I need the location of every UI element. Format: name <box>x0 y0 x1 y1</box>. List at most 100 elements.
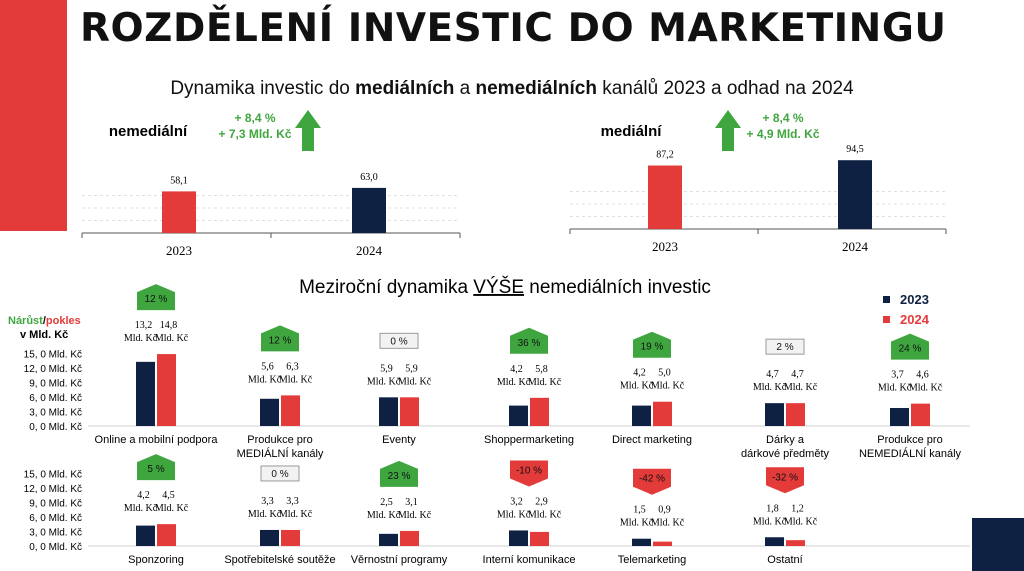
bar-2023-group-9 <box>379 533 398 546</box>
data-label-2023-group-5: 4,7 <box>766 369 779 380</box>
category-label-group-12: Ostatní <box>767 554 802 566</box>
category-label-line-group-1-1: MEDIÁLNÍ kanály <box>237 447 324 460</box>
bar-2024-group-11 <box>653 541 672 546</box>
growth-badge-group-7 <box>137 454 175 481</box>
data-label-2024-group-8: 3,3 <box>286 496 299 507</box>
data-label-2023-group-1: 5,6 <box>261 361 274 372</box>
section-title: Meziroční dynamika VÝŠE nemediálních inv… <box>299 276 711 298</box>
bar-2024-group-9 <box>400 530 419 546</box>
category-label-line-group-1-0: Produkce pro <box>247 434 312 446</box>
data-label-2024-group-5: 4,7 <box>791 369 804 380</box>
growth-badge-group-0 <box>137 284 175 311</box>
y-tick-label-row1-3: 9, 0 Mld. Kč <box>29 379 82 390</box>
data-label-2023-group-4: 4,2 <box>633 368 646 379</box>
neutral-badge-group-5 <box>765 338 805 355</box>
unit-label-2024-group-9: Mld. Kč <box>398 510 432 521</box>
category-label-group-9: Věrnostní programy <box>351 554 448 566</box>
unit-label-2023-group-6: Mld. Kč <box>878 383 912 394</box>
up-arrow-icon-nemedialni <box>295 110 321 151</box>
neutral-badge-group-2 <box>379 332 419 349</box>
legend-swatch-2024 <box>883 316 890 323</box>
bar-2024-group-7 <box>157 524 176 546</box>
category-label-group-0: Online a mobilní podpora <box>95 434 219 446</box>
axis-header-decline: pokles <box>46 315 81 327</box>
data-label-2023-group-7: 4,2 <box>137 490 150 501</box>
bar-2023-group-12 <box>765 537 784 546</box>
unit-label-2024-group-4: Mld. Kč <box>651 381 685 392</box>
unit-label-2023-group-9: Mld. Kč <box>367 510 401 521</box>
category-label-group-4: Direct marketing <box>612 434 692 446</box>
y-tick-label-row2-3: 9, 0 Mld. Kč <box>29 499 82 510</box>
change-label-group-4: 19 % <box>641 342 664 353</box>
legend-swatch-2023 <box>883 296 890 303</box>
growth-badge-group-1 <box>261 325 299 352</box>
y-tick-label-row2-0: 0, 0 Mld. Kč <box>29 542 82 553</box>
category-label-medialni-2024: 2024 <box>842 239 869 254</box>
data-label-medialni-2023: 87,2 <box>656 150 674 161</box>
growth-badge-group-9 <box>380 460 418 487</box>
bar-2023-group-10 <box>509 530 528 546</box>
data-label-2023-group-11: 1,5 <box>633 505 646 516</box>
unit-label-2023-group-3: Mld. Kč <box>497 377 531 388</box>
unit-label-2023-group-11: Mld. Kč <box>620 518 654 529</box>
change-label-group-0: 12 % <box>145 294 168 305</box>
category-label-group-6: Produkce pro NEMEDIÁLNÍ kanály <box>859 434 962 460</box>
axis-header-unit: v Mld. Kč <box>20 329 68 341</box>
data-label-2023-group-6: 3,7 <box>891 370 904 381</box>
bar-2023-group-8 <box>260 529 279 546</box>
panel-label-nemedialni: nemediální <box>109 123 188 140</box>
unit-label-2023-group-2: Mld. Kč <box>367 376 401 387</box>
subtitle-pre: Dynamika investic do <box>170 78 356 99</box>
bar-medialni-2023 <box>648 165 682 229</box>
category-label-group-5: Dárky a dárkové předměty <box>741 434 830 460</box>
red-corner-decoration <box>0 0 67 231</box>
up-arrow-icon-medialni <box>715 110 741 151</box>
category-label-group-1: Produkce pro MEDIÁLNÍ kanály <box>237 434 324 460</box>
category-label-group-10: Interní komunikace <box>483 554 576 566</box>
data-label-2023-group-2: 5,9 <box>380 363 393 374</box>
unit-label-2023-group-7: Mld. Kč <box>124 503 158 514</box>
subtitle-mid: a <box>454 78 476 99</box>
y-tick-label-row1-5: 15, 0 Mld. Kč <box>24 350 82 361</box>
data-label-2024-group-9: 3,1 <box>405 497 418 508</box>
unit-label-2024-group-0: Mld. Kč <box>155 333 189 344</box>
unit-label-2024-group-1: Mld. Kč <box>279 374 313 385</box>
panel-label-medialni: mediální <box>601 123 663 140</box>
data-label-2023-group-9: 2,5 <box>380 497 393 508</box>
bar-2023-group-2 <box>379 397 398 426</box>
change-label-group-5: 2 % <box>776 342 793 353</box>
data-label-2023-group-12: 1,8 <box>766 503 779 514</box>
change-label-group-6: 24 % <box>899 344 922 355</box>
navy-corner-decoration <box>972 518 1024 571</box>
unit-label-2024-group-6: Mld. Kč <box>909 383 943 394</box>
bar-2023-group-4 <box>632 405 651 426</box>
decline-badge-group-12 <box>766 467 804 494</box>
bar-2023-group-7 <box>136 525 155 546</box>
data-label-2024-group-12: 1,2 <box>791 503 804 514</box>
y-tick-label-row1-1: 3, 0 Mld. Kč <box>29 408 82 419</box>
category-label-medialni-2023: 2023 <box>652 239 678 254</box>
data-label-2024-group-11: 0,9 <box>658 505 671 516</box>
unit-label-2024-group-5: Mld. Kč <box>784 382 818 393</box>
bar-2024-group-8 <box>281 529 300 546</box>
data-label-2024-group-10: 2,9 <box>535 496 548 507</box>
bar-nemedialni-2023 <box>162 191 196 233</box>
section-title-post: nemediálních investic <box>524 277 711 298</box>
growth-badge-group-6 <box>891 333 929 360</box>
bar-2023-group-0 <box>136 361 155 426</box>
change-abs-medialni: + 4,9 Mld. Kč <box>746 127 819 141</box>
bar-2023-group-6 <box>890 408 909 426</box>
axis-header-growth-decline: Nárůst/pokles <box>8 315 81 327</box>
category-label-line-group-6-1: NEMEDIÁLNÍ kanály <box>859 447 962 460</box>
growth-badge-group-3 <box>510 327 548 354</box>
y-tick-label-row1-4: 12, 0 Mld. Kč <box>24 364 82 375</box>
bar-2024-group-1 <box>281 395 300 426</box>
data-label-2024-group-7: 4,5 <box>162 490 175 501</box>
data-label-nemedialni-2023: 58,1 <box>170 175 188 186</box>
subtitle-bold-mediální: mediálních <box>355 78 455 99</box>
category-label-line-group-6-0: Produkce pro <box>877 434 942 446</box>
unit-label-2024-group-12: Mld. Kč <box>784 516 818 527</box>
neutral-badge-group-8 <box>260 465 300 482</box>
bar-nemedialni-2024 <box>352 187 386 233</box>
